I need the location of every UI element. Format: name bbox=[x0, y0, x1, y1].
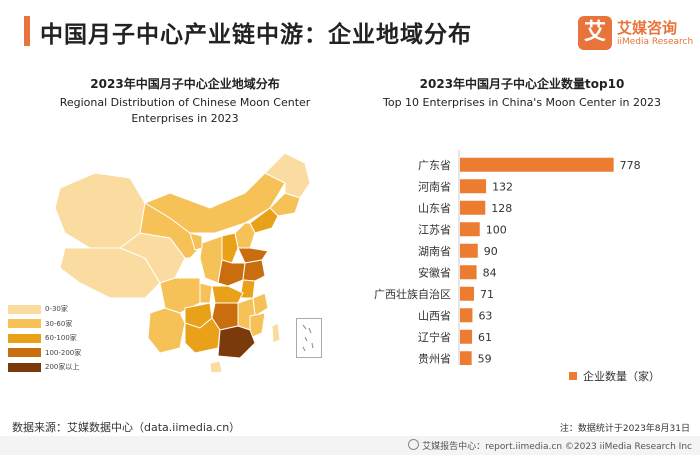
category-label: 广东省 bbox=[418, 159, 451, 172]
south-china-sea-inset bbox=[296, 318, 322, 358]
map-region-liaoning bbox=[249, 207, 279, 234]
map-region-hubei bbox=[211, 285, 244, 304]
page-title: 中国月子中心产业链中游：企业地域分布 bbox=[40, 22, 472, 48]
bar-legend-label: 企业数量（家） bbox=[583, 370, 660, 383]
bar bbox=[460, 351, 472, 365]
category-label: 湖南省 bbox=[418, 245, 451, 258]
category-label: 江苏省 bbox=[418, 223, 451, 236]
south-china-sea-islands-icon bbox=[302, 324, 314, 352]
value-label: 71 bbox=[480, 288, 494, 301]
bar bbox=[460, 308, 473, 323]
category-label: 广西壮族自治区 bbox=[374, 287, 451, 301]
bar bbox=[460, 243, 478, 258]
top10-bar-chart: 广东省 778 河南省 132 山东省 128 江苏省 100 湖南省 90 安徽省 84 广西壮族自治… bbox=[374, 150, 641, 365]
logo-name-en: iiMedia Research bbox=[617, 37, 694, 47]
map-region-heilongjiang bbox=[264, 152, 311, 199]
legend-swatch bbox=[8, 348, 41, 358]
footer-copyright: 艾媒报告中心：report.iimedia.cn ©2023 iiMedia R… bbox=[422, 442, 692, 452]
value-label: 61 bbox=[478, 331, 492, 344]
legend-item: 0-30家 bbox=[8, 302, 81, 317]
category-label: 河南省 bbox=[418, 180, 451, 193]
bar-chart-legend: 企业数量（家） bbox=[569, 368, 660, 384]
map-title-en-line1: Regional Distribution of Chinese Moon Ce… bbox=[59, 96, 311, 109]
chart-title: 2023年中国月子中心企业数量top10 bbox=[419, 77, 625, 91]
value-label: 128 bbox=[491, 202, 512, 215]
category-label: 贵州省 bbox=[418, 352, 451, 365]
value-label: 84 bbox=[483, 266, 497, 279]
legend-item: 100-200家 bbox=[8, 346, 81, 361]
chart-subtitle: Top 10 Enterprises in China's Moon Cente… bbox=[382, 96, 662, 109]
logo-name-cn: 艾媒咨询 bbox=[617, 19, 678, 37]
map-region-zhejiang bbox=[252, 292, 269, 317]
map-region-chongqing bbox=[199, 282, 213, 304]
title-accent-bar bbox=[24, 16, 30, 46]
legend-swatch bbox=[8, 362, 41, 372]
footer-bar: 艾媒报告中心：report.iimedia.cn ©2023 iiMedia R… bbox=[0, 436, 700, 455]
legend-swatch bbox=[569, 372, 577, 380]
report-center-icon bbox=[408, 439, 420, 450]
map-title-cn: 2023年中国月子中心企业地域分布 bbox=[90, 77, 280, 91]
map-region-shanxi bbox=[221, 232, 239, 264]
value-label: 132 bbox=[492, 180, 513, 193]
brand-logo[interactable]: 艾 艾媒咨询 iiMedia Research bbox=[578, 16, 693, 54]
bar bbox=[460, 329, 473, 344]
value-label: 778 bbox=[620, 159, 641, 172]
map-legend: 0-30家 30-60家 60-100家 100-200家 200家以上 bbox=[8, 302, 81, 375]
bar bbox=[460, 200, 486, 215]
legend-label: 30-60家 bbox=[45, 319, 73, 328]
map-region-xinjiang bbox=[54, 172, 146, 249]
legend-label: 0-30家 bbox=[45, 305, 68, 314]
map-region-fujian bbox=[249, 312, 266, 339]
logo-mark-icon: 艾 bbox=[578, 16, 612, 50]
data-source: 数据来源：艾媒数据中心（data.iimedia.cn） bbox=[12, 421, 241, 434]
map-region-taiwan bbox=[271, 322, 281, 344]
map-region-xizang bbox=[59, 247, 161, 299]
legend-swatch bbox=[8, 304, 41, 314]
map-region-jilin bbox=[269, 192, 301, 217]
category-label: 安徽省 bbox=[418, 265, 451, 279]
map-region-hainan bbox=[209, 360, 223, 374]
legend-label: 100-200家 bbox=[45, 348, 82, 357]
bar bbox=[460, 265, 477, 280]
bar bbox=[460, 222, 480, 237]
footer-copyright-wrap: 艾媒报告中心：report.iimedia.cn ©2023 iiMedia R… bbox=[408, 439, 692, 452]
map-region-hebei-beijing bbox=[234, 222, 256, 249]
legend-swatch bbox=[8, 319, 41, 329]
bar bbox=[460, 286, 475, 301]
category-label: 辽宁省 bbox=[418, 330, 451, 344]
map-region-jiangsu bbox=[242, 259, 266, 282]
category-label: 山西省 bbox=[418, 309, 451, 322]
legend-label: 200家以上 bbox=[45, 363, 80, 372]
map-title-en-line2: Enterprises in 2023 bbox=[131, 112, 239, 125]
map-region-neimenggu bbox=[143, 172, 286, 234]
legend-item: 200家以上 bbox=[8, 360, 81, 375]
value-label: 100 bbox=[486, 223, 507, 236]
category-label: 山东省 bbox=[418, 202, 451, 215]
bar-series: 广东省 778 河南省 132 山东省 128 江苏省 100 湖南省 90 安徽省 84 广西壮族自治… bbox=[374, 157, 641, 365]
map-region-shaanxi bbox=[199, 235, 223, 284]
value-label: 59 bbox=[478, 352, 492, 365]
bar bbox=[460, 179, 487, 194]
data-note: 注：数据统计于2023年8月31日 bbox=[559, 424, 690, 434]
value-label: 90 bbox=[484, 245, 498, 258]
china-choropleth-map bbox=[54, 152, 311, 374]
map-region-shandong bbox=[237, 247, 269, 264]
legend-item: 60-100家 bbox=[8, 331, 81, 346]
map-region-ningxia bbox=[189, 232, 203, 251]
legend-item: 30-60家 bbox=[8, 317, 81, 332]
map-region-yunnan bbox=[147, 307, 186, 354]
legend-label: 60-100家 bbox=[45, 334, 77, 343]
map-region-guangdong bbox=[217, 325, 256, 359]
bar bbox=[460, 157, 614, 172]
map-region-henan bbox=[217, 259, 246, 287]
value-label: 63 bbox=[478, 309, 492, 322]
legend-swatch bbox=[8, 333, 41, 343]
